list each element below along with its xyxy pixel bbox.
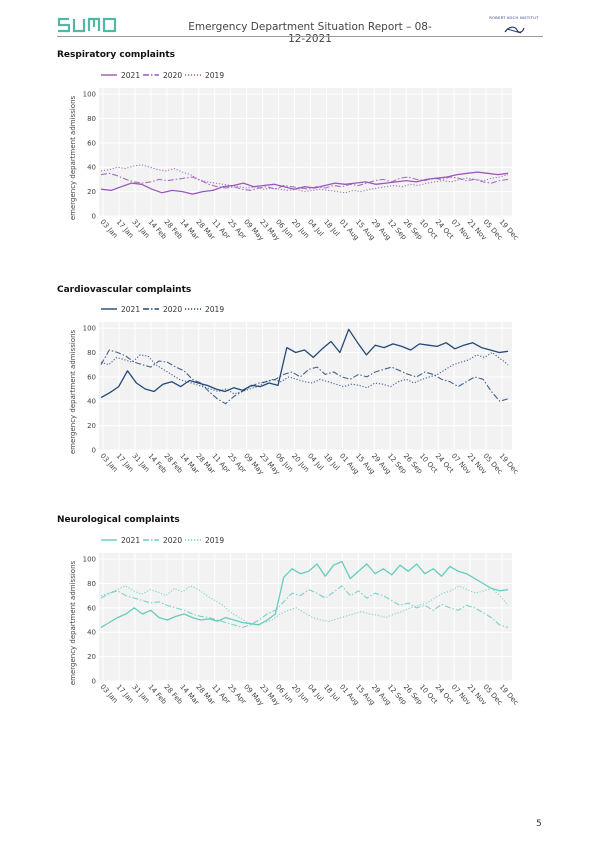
y-tick-label: 80 bbox=[87, 115, 96, 123]
legend-label: 2020 bbox=[163, 305, 182, 314]
plot-area bbox=[99, 88, 512, 216]
y-tick-label: 80 bbox=[87, 349, 96, 357]
legend-label: 2021 bbox=[121, 71, 140, 80]
neurological-chart: 0 20 40 60 80 100 emergency department admissi… bbox=[69, 536, 519, 707]
legend-label: 2020 bbox=[163, 71, 182, 80]
rki-logo: ROBERT KOCH INSTITUT bbox=[484, 16, 544, 39]
y-tick-label: 100 bbox=[83, 325, 96, 333]
legend-label: 2021 bbox=[121, 536, 140, 545]
series-line-2020 bbox=[100, 585, 509, 628]
series-line-2019 bbox=[100, 164, 509, 194]
y-tick-label: 60 bbox=[87, 373, 96, 381]
series-line-2020 bbox=[100, 172, 509, 191]
legend-label: 2019 bbox=[205, 536, 224, 545]
series-line-2019 bbox=[100, 585, 509, 626]
report-title: Emergency Department Situation Report – … bbox=[188, 21, 432, 45]
y-tick-label: 0 bbox=[92, 678, 96, 686]
respiratory-chart: 0 20 40 60 80 100 emergency department admissi… bbox=[69, 71, 519, 242]
legend-label: 2019 bbox=[205, 305, 224, 314]
rki-swirl-icon bbox=[504, 26, 525, 34]
header-divider bbox=[57, 36, 543, 37]
series-line-2021 bbox=[100, 328, 509, 399]
y-tick-label: 100 bbox=[83, 91, 96, 99]
neurological-title: Neurological complaints bbox=[57, 515, 180, 525]
sumo-logo-mark bbox=[57, 17, 117, 33]
series-line-2019 bbox=[100, 351, 509, 395]
legend-label: 2019 bbox=[205, 71, 224, 80]
y-axis-label: emergency department admissions bbox=[69, 95, 77, 220]
legend-label: 2020 bbox=[163, 536, 182, 545]
x-tick-label: 18 Jul bbox=[322, 683, 341, 703]
y-tick-label: 20 bbox=[87, 188, 96, 196]
sumo-logo bbox=[57, 17, 117, 37]
y-tick-label: 100 bbox=[83, 556, 96, 564]
x-tick-label: 18 Jul bbox=[322, 452, 341, 472]
page-number: 5 bbox=[536, 819, 542, 829]
series-line-2020 bbox=[100, 349, 509, 405]
cardiovascular-title: Cardiovascular complaints bbox=[57, 285, 192, 295]
respiratory-title: Respiratory complaints bbox=[57, 50, 176, 60]
legend-label: 2021 bbox=[121, 305, 140, 314]
y-tick-label: 60 bbox=[87, 604, 96, 612]
series-line-2021 bbox=[100, 560, 509, 628]
y-tick-label: 40 bbox=[87, 164, 96, 172]
y-tick-label: 0 bbox=[92, 213, 96, 221]
y-tick-label: 20 bbox=[87, 422, 96, 430]
y-tick-label: 0 bbox=[92, 447, 96, 455]
series-line-2021 bbox=[100, 171, 509, 195]
rki-logo-text: ROBERT KOCH INSTITUT bbox=[489, 16, 539, 20]
y-tick-label: 20 bbox=[87, 653, 96, 661]
y-axis-label: emergency department admissions bbox=[69, 560, 77, 685]
x-tick-label: 18 Jul bbox=[322, 218, 341, 238]
y-axis-label: emergency department admissions bbox=[69, 329, 77, 454]
y-tick-label: 60 bbox=[87, 139, 96, 147]
y-tick-label: 40 bbox=[87, 629, 96, 637]
y-tick-label: 80 bbox=[87, 580, 96, 588]
cardiovascular-chart: 0 20 40 60 80 100 emergency department admissi… bbox=[69, 305, 519, 476]
y-tick-label: 40 bbox=[87, 398, 96, 406]
